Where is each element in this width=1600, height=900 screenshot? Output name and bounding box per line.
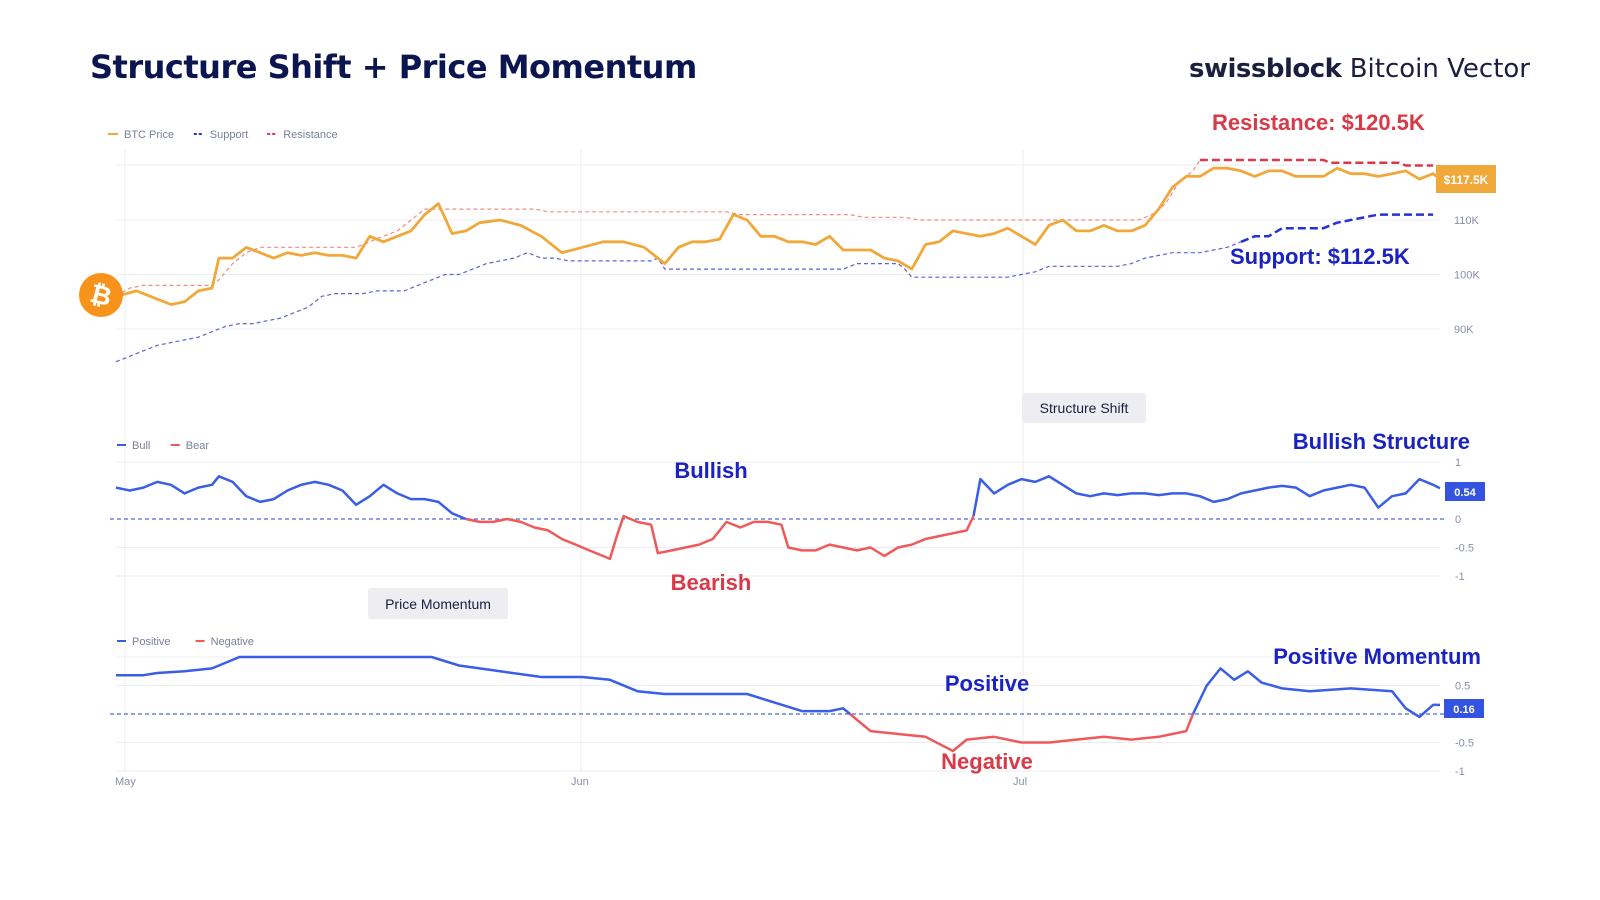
label-layer: May Jun Jul 110K 100K 90K BTC Price Support Resi…: [79, 110, 1496, 788]
price-y-tick: 110K: [1454, 215, 1480, 227]
bearish-label: Bearish: [671, 570, 752, 595]
page-title: Structure Shift + Price Momentum: [90, 48, 697, 86]
x-tick-label: May: [115, 776, 136, 788]
support-line-faint: [115, 241, 1242, 363]
legend-label: Bull: [132, 440, 150, 452]
momentum-y-tick: -1: [1455, 766, 1465, 778]
price-momentum-label: Price Momentum: [385, 596, 491, 612]
legend-label: Support: [210, 129, 249, 141]
grid-layer: [110, 150, 1445, 772]
support-line: [1240, 213, 1434, 243]
structure-shift-label: Structure Shift: [1040, 400, 1129, 416]
resistance-label: Resistance: $120.5K: [1212, 110, 1425, 135]
structure-bear-line: [465, 514, 975, 561]
legend-label: Negative: [211, 636, 254, 648]
momentum-positive-line: [116, 655, 851, 715]
price-momentum-pill: [368, 588, 508, 619]
structure-y-tick: 1: [1455, 457, 1461, 469]
resistance-line: [1199, 158, 1434, 167]
support-label: Support: $112.5K: [1230, 244, 1410, 269]
momentum-positive-line: [1191, 667, 1440, 719]
bullish-structure-label: Bullish Structure: [1293, 429, 1470, 454]
resistance-line-faint: [115, 159, 1201, 297]
bullish-label: Bullish: [674, 458, 747, 483]
price-y-tick: 100K: [1454, 270, 1480, 282]
structure-y-tick: 0: [1455, 514, 1461, 526]
brand-logo: swissblock Bitcoin Vector: [1189, 54, 1530, 84]
negative-label: Negative: [941, 749, 1033, 774]
x-tick-label: Jul: [1013, 776, 1027, 788]
momentum-y-tick: 0.5: [1455, 681, 1470, 693]
momentum-value-text: 0.16: [1453, 704, 1474, 716]
x-tick-label: Jun: [571, 776, 589, 788]
positive-label: Positive: [945, 671, 1029, 696]
legend-label: BTC Price: [124, 129, 174, 141]
series-layer: [115, 158, 1441, 753]
momentum-value-badge: [1444, 699, 1484, 718]
legend-label: Resistance: [283, 129, 337, 141]
positive-momentum-label: Positive Momentum: [1273, 644, 1481, 669]
structure-y-tick: -0.5: [1455, 543, 1474, 555]
price-badge: [1436, 165, 1496, 193]
price-badge-text: $117.5K: [1444, 173, 1489, 187]
momentum-y-tick: -0.5: [1455, 738, 1474, 750]
structure-bull-line: [972, 475, 1441, 517]
structure-shift-pill: [1022, 393, 1146, 423]
momentum-negative-line: [849, 713, 1195, 753]
structure-y-tick: -1: [1455, 571, 1465, 583]
structure-value-badge: [1445, 482, 1485, 501]
bitcoin-icon: [79, 273, 123, 317]
legend-label: Positive: [132, 636, 171, 648]
price-y-tick: 90K: [1454, 324, 1474, 336]
legend-label: Bear: [186, 440, 210, 452]
structure-value-text: 0.54: [1454, 487, 1476, 499]
structure-bull-line: [115, 475, 467, 521]
btc-price-line: [115, 166, 1441, 306]
